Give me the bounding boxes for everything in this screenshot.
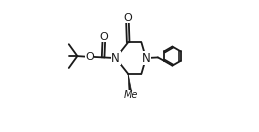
Text: N: N <box>142 52 150 65</box>
Text: O: O <box>85 52 94 62</box>
Text: O: O <box>123 13 132 23</box>
Text: Me: Me <box>124 90 138 100</box>
Polygon shape <box>128 74 131 91</box>
Text: N: N <box>111 52 120 65</box>
Text: O: O <box>99 32 108 42</box>
